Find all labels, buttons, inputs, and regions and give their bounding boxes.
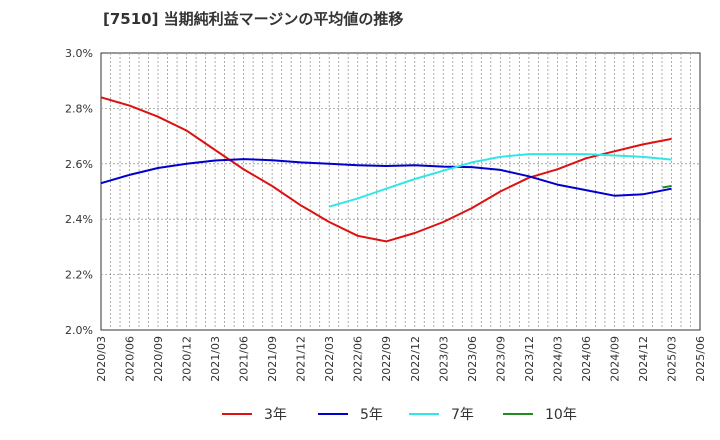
x-tick-label: 2020/12 xyxy=(181,336,194,382)
x-tick-label: 2021/06 xyxy=(238,336,251,382)
legend-label: 3年 xyxy=(264,407,287,423)
y-tick-label: 2.8% xyxy=(65,102,93,115)
series-line xyxy=(100,96,672,243)
x-tick-label: 2022/03 xyxy=(323,336,336,382)
x-tick-label: 2021/03 xyxy=(209,336,222,382)
y-tick-label: 2.6% xyxy=(65,158,93,171)
x-tick-label: 2020/03 xyxy=(95,336,108,382)
legend-label: 10年 xyxy=(545,407,577,423)
y-tick-label: 2.4% xyxy=(65,213,93,226)
y-tick-label: 2.2% xyxy=(65,269,93,282)
x-tick-label: 2023/06 xyxy=(466,336,479,382)
plot-frame xyxy=(100,52,701,331)
series-line xyxy=(100,158,672,197)
x-tick-label: 2023/03 xyxy=(437,336,450,382)
x-tick-label: 2022/09 xyxy=(380,336,393,382)
x-tick-label: 2024/12 xyxy=(637,336,650,382)
series-line xyxy=(662,185,672,189)
x-tick-label: 2021/09 xyxy=(266,336,279,382)
y-axis-ticks: 2.0% 2.2% 2.4% 2.6% 2.8% 3.0% xyxy=(65,47,93,337)
legend-label: 5年 xyxy=(360,407,383,423)
x-tick-label: 2020/06 xyxy=(124,336,137,382)
y-tick-label: 2.0% xyxy=(65,324,93,337)
x-tick-label: 2023/09 xyxy=(494,336,507,382)
x-tick-label: 2020/09 xyxy=(152,336,165,382)
x-tick-label: 2023/12 xyxy=(523,336,536,382)
x-tick-label: 2021/12 xyxy=(295,336,308,382)
series-layer xyxy=(100,96,672,243)
y-tick-label: 3.0% xyxy=(65,47,93,60)
x-tick-label: 2024/09 xyxy=(608,336,621,382)
x-tick-label: 2022/12 xyxy=(409,336,422,382)
chart-title: [7510] 当期純利益マージンの平均値の推移 xyxy=(103,10,403,28)
x-tick-label: 2024/06 xyxy=(580,336,593,382)
x-tick-label: 2025/03 xyxy=(665,336,678,382)
x-tick-label: 2022/06 xyxy=(352,336,365,382)
series-line xyxy=(328,153,672,208)
x-tick-label: 2025/06 xyxy=(694,336,707,382)
legend-label: 7年 xyxy=(451,407,474,423)
plot-area xyxy=(100,52,701,331)
x-tick-label: 2024/03 xyxy=(551,336,564,382)
legend: 3年 5年 7年 10年 xyxy=(222,407,577,423)
x-axis-ticks: 2020/03 2020/06 2020/09 2020/12 2021/03 2021/… xyxy=(95,336,707,382)
